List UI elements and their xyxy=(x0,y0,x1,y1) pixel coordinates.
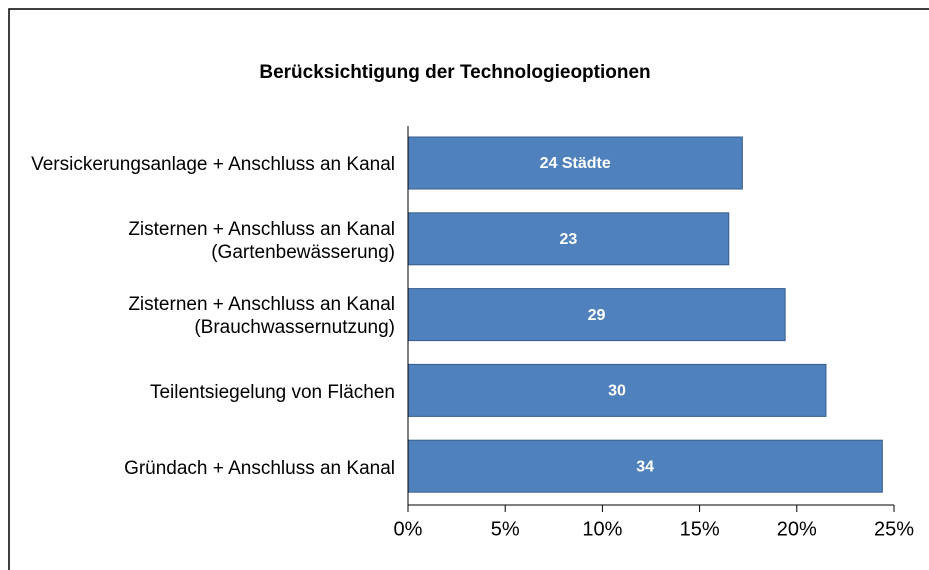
chart-title: Berücksichtigung der Technologieoptionen xyxy=(259,62,650,83)
x-tick-label: 20% xyxy=(777,518,817,540)
x-tick-label: 0% xyxy=(394,518,423,540)
x-tick-label: 10% xyxy=(582,518,622,540)
bar xyxy=(407,212,730,266)
category-label: Versickerungsanlage + Anschluss an Kanal xyxy=(31,154,395,176)
category-label: Gründach + Anschluss an Kanal xyxy=(124,457,395,479)
bar-label: 29 xyxy=(588,307,606,324)
x-tick-label: 5% xyxy=(491,518,520,540)
bar-label: 23 xyxy=(559,231,577,248)
bar xyxy=(407,363,827,417)
category-label: Zisternen + Anschluss an Kanal (Brauchwa… xyxy=(128,294,395,339)
x-tick-label: 15% xyxy=(680,518,720,540)
bar-label: 30 xyxy=(608,383,626,400)
bar-label: 34 xyxy=(636,458,654,475)
category-label: Zisternen + Anschluss an Kanal (Gartenbe… xyxy=(128,218,395,263)
x-tick-label: 25% xyxy=(874,518,914,540)
chart-border xyxy=(8,8,929,570)
bar-label: 24 Städte xyxy=(540,155,611,172)
category-label: Teilentsiegelung von Flächen xyxy=(149,381,395,403)
bar xyxy=(407,439,883,493)
